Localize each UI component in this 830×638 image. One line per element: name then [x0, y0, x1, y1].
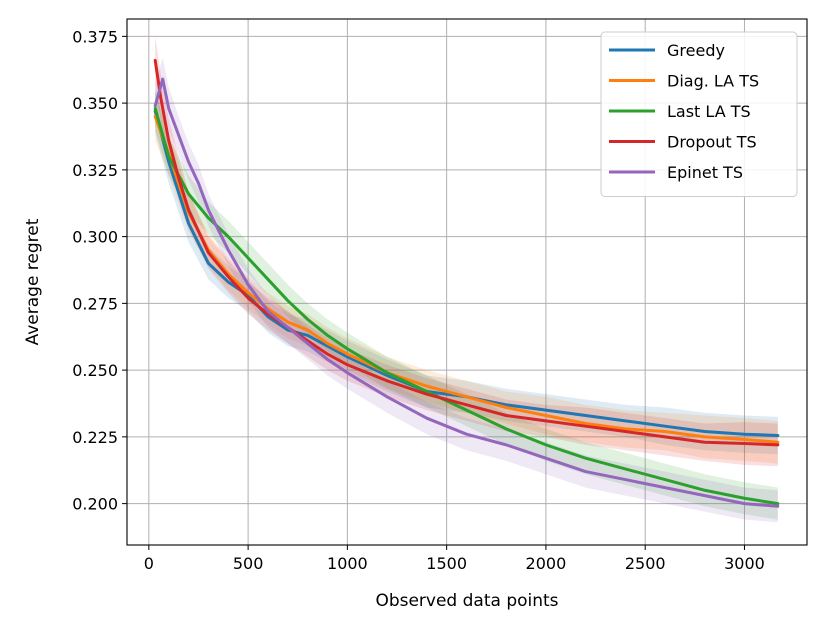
gridlines: [127, 19, 807, 545]
band-diag-la-ts: [155, 92, 778, 464]
y-tick-label: 0.275: [72, 294, 118, 313]
series-lines: [153, 58, 780, 508]
x-tick-label: 2500: [625, 554, 666, 573]
band-dropout-ts: [155, 36, 778, 467]
y-tick-label: 0.350: [72, 94, 118, 113]
confidence-bands: [155, 36, 778, 523]
y-tick-label: 0.225: [72, 428, 118, 447]
x-tick-label: 2000: [526, 554, 567, 573]
legend-label-greedy: Greedy: [667, 41, 725, 60]
plot-frame: [126, 18, 808, 546]
legend: Greedy Diag. LA TS Last LA TS Dropout TS Epi…: [600, 31, 798, 197]
x-tick-label: 1000: [327, 554, 368, 573]
legend-box: [600, 31, 798, 197]
band-last-la-ts: [155, 87, 778, 520]
x-tick-label: 3000: [724, 554, 765, 573]
line-diag-la-ts: [153, 114, 780, 444]
y-tick-label: 0.300: [72, 228, 118, 247]
x-tick-label: 0: [144, 554, 154, 573]
y-tick-label: 0.200: [72, 495, 118, 514]
axis-ticks: 0 500 1000 1500 2000 2500 3000 0.200 0.225 0.250 0…: [72, 27, 765, 573]
line-greedy: [153, 109, 780, 438]
line-epinet-ts: [153, 77, 780, 508]
band-epinet-ts: [155, 57, 778, 523]
band-greedy: [155, 89, 778, 455]
y-tick-label: 0.375: [72, 27, 118, 46]
x-tick-label: 500: [233, 554, 264, 573]
y-axis-label: Average regret: [23, 218, 43, 345]
legend-label-epinet-ts: Epinet TS: [667, 163, 743, 182]
x-tick-label: 1500: [426, 554, 467, 573]
y-tick-label: 0.325: [72, 161, 118, 180]
legend-label-diag-la-ts: Diag. LA TS: [667, 72, 759, 91]
legend-label-dropout-ts: Dropout TS: [667, 133, 757, 152]
line-dropout-ts: [153, 58, 780, 447]
x-axis-label: Observed data points: [375, 591, 558, 611]
y-tick-label: 0.250: [72, 361, 118, 380]
legend-label-last-la-ts: Last LA TS: [667, 102, 751, 121]
